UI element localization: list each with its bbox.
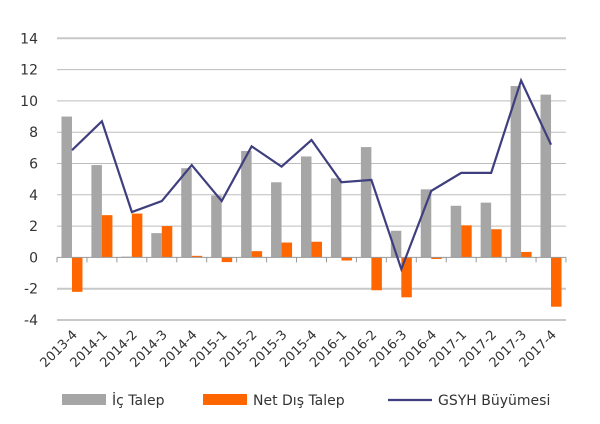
- bar-ic-talep: [151, 233, 162, 258]
- bar-net-dis-talep: [131, 213, 143, 258]
- y-tick-label: 8: [29, 125, 38, 141]
- bar-net-dis-talep: [251, 251, 263, 258]
- bar-ic-talep: [510, 86, 522, 258]
- legend-label: İç Talep: [112, 391, 165, 409]
- bar-net-dis-talep: [341, 257, 352, 261]
- bar-ic-talep: [450, 205, 462, 258]
- bar-net-dis-talep: [401, 257, 412, 298]
- bar-ic-talep: [91, 165, 102, 258]
- bar-net-dis-talep: [461, 225, 472, 258]
- bar-net-dis-talep: [311, 241, 322, 258]
- bar-ic-talep: [271, 182, 282, 258]
- legend-label: Net Dış Talep: [253, 393, 345, 409]
- legend-swatch: [203, 394, 247, 405]
- bar-ic-talep: [301, 156, 312, 258]
- bar-ic-talep: [480, 202, 492, 258]
- bar-net-dis-talep: [101, 215, 113, 258]
- bar-net-dis-talep: [161, 226, 173, 258]
- line-series: [71, 77, 553, 273]
- bar-ic-talep: [540, 94, 552, 258]
- y-tick-label: 6: [29, 157, 38, 173]
- x-axis: [56, 256, 567, 263]
- bar-net-dis-talep: [191, 255, 203, 258]
- legend-label: GSYH Büyümesi: [438, 393, 550, 409]
- bar-net-dis-talep: [221, 257, 233, 263]
- bar-net-dis-talep: [71, 257, 83, 292]
- bar-ic-talep: [330, 178, 342, 258]
- bar-ic-talep: [61, 116, 72, 258]
- y-tick-label: 2: [29, 219, 38, 235]
- bar-net-dis-talep: [491, 229, 502, 258]
- bar-net-dis-talep: [281, 242, 293, 258]
- bar-ic-talep: [181, 168, 192, 258]
- y-tick-label: 14: [20, 31, 38, 47]
- bar-ic-talep: [390, 230, 402, 258]
- bar-ic-talep: [360, 147, 372, 258]
- y-tick-label: 0: [29, 250, 38, 266]
- bar-ic-talep: [241, 150, 252, 258]
- bar-net-dis-talep: [371, 257, 382, 291]
- y-tick-label: 10: [20, 94, 38, 110]
- y-tick-label: 4: [29, 188, 38, 204]
- y-axis-ticks: -4 -2 0 2 4 6 8 10 12 14: [20, 31, 38, 329]
- bar-ic-talep: [211, 195, 222, 258]
- legend: İç Talep Net Dış Talep GSYH Büyümesi: [62, 391, 550, 409]
- line-gsyh-buyumesi: [71, 77, 553, 273]
- y-tick-label: -4: [24, 313, 38, 329]
- bar-net-dis-talep: [431, 257, 442, 259]
- bar-net-dis-talep: [521, 251, 532, 258]
- bar-ic-talep: [420, 189, 432, 258]
- bar-net-dis-talep: [551, 257, 562, 307]
- bars: [61, 86, 562, 307]
- x-axis-ticks: 2013-42014-12014-22014-32014-42015-12015…: [38, 328, 560, 371]
- legend-swatch: [62, 394, 106, 405]
- y-tick-label: 12: [20, 63, 38, 79]
- y-tick-label: -2: [24, 282, 38, 298]
